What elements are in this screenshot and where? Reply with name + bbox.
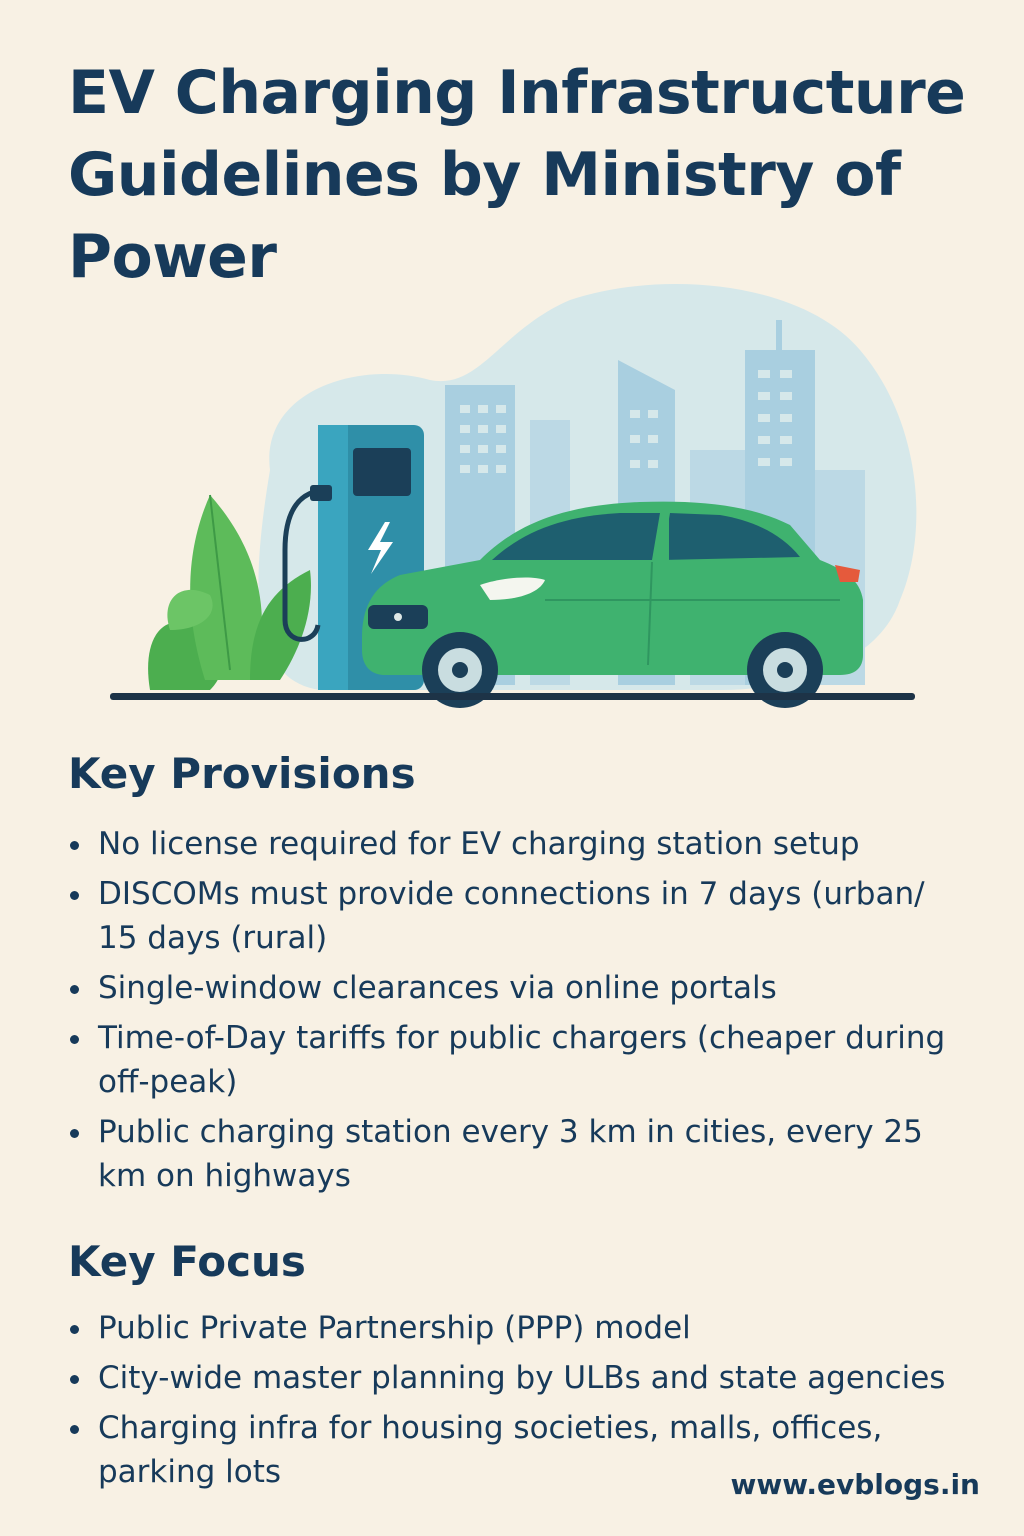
page-title: EV Charging Infrastructure Guidelines by… bbox=[68, 58, 966, 292]
key-focus-heading: Key Focus bbox=[68, 1237, 306, 1286]
list-item: Public Private Partnership (PPP) model bbox=[68, 1306, 968, 1350]
ground-line bbox=[110, 693, 915, 700]
ev-charging-illustration bbox=[110, 284, 917, 708]
list-item: Charging infra for housing societies, ma… bbox=[68, 1406, 968, 1494]
list-item: DISCOMs must provide connections in 7 da… bbox=[68, 872, 968, 960]
website-link[interactable]: www.evblogs.in bbox=[730, 1468, 980, 1501]
list-item: Single-window clearances via online port… bbox=[68, 966, 968, 1010]
key-provisions-heading: Key Provisions bbox=[68, 749, 416, 798]
leaf-icon bbox=[148, 494, 311, 690]
list-item: Time-of-Day tariffs for public chargers … bbox=[68, 1016, 968, 1104]
list-item: No license required for EV charging stat… bbox=[68, 822, 968, 866]
key-provisions-list: No license required for EV charging stat… bbox=[68, 822, 968, 1204]
electric-car-icon bbox=[362, 501, 863, 708]
list-item: City-wide master planning by ULBs and st… bbox=[68, 1356, 968, 1400]
lightning-bolt-icon bbox=[368, 522, 393, 574]
list-item: Public charging station every 3 km in ci… bbox=[68, 1110, 968, 1198]
key-focus-list: Public Private Partnership (PPP) model C… bbox=[68, 1306, 968, 1500]
